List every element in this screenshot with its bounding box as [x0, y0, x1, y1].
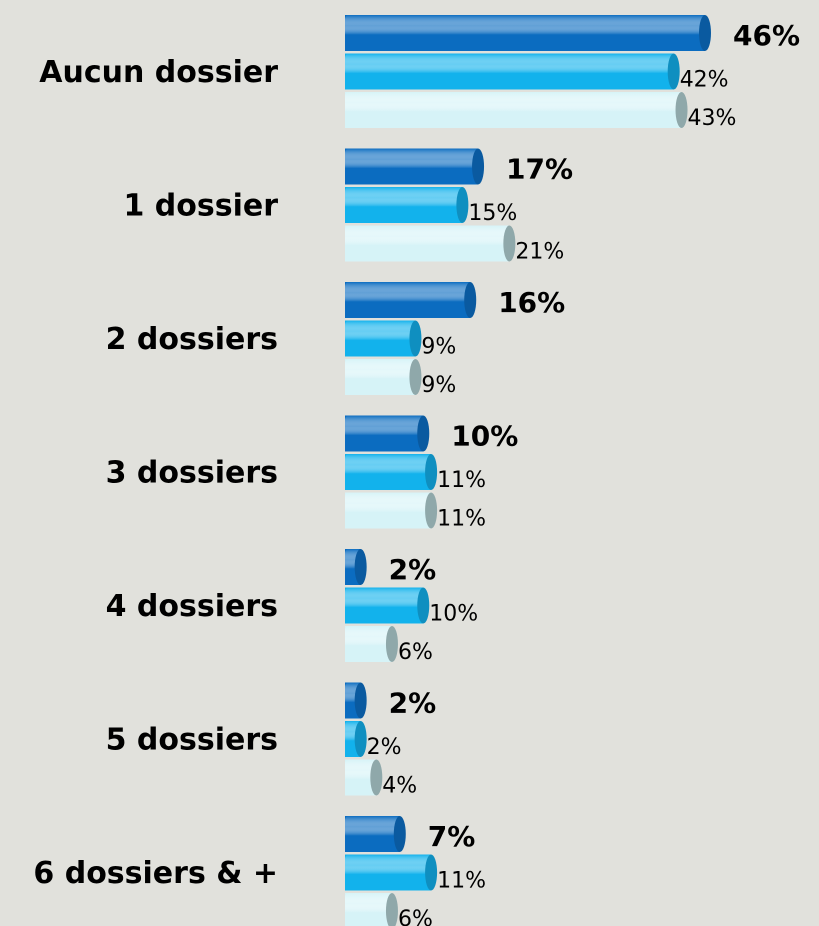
category-label: 4 dossiers: [106, 589, 278, 624]
bar: [345, 282, 471, 318]
category-label: 5 dossiers: [106, 723, 278, 758]
bar: [345, 415, 424, 452]
bar: [345, 454, 432, 490]
value-label: 10%: [451, 420, 518, 453]
value-label: 11%: [437, 869, 486, 894]
bar: [345, 225, 510, 262]
bar-cap: [354, 549, 367, 585]
bar: [345, 359, 416, 395]
value-label: 10%: [429, 602, 478, 627]
value-label: 7%: [428, 820, 476, 853]
bar-cap: [409, 359, 422, 395]
bar: [345, 148, 479, 185]
bar: [345, 893, 392, 926]
category-label: 6 dossiers & +: [33, 856, 278, 891]
bar-cap: [699, 15, 711, 51]
bar-cap: [456, 187, 469, 223]
bar-cap: [675, 92, 688, 128]
category-label: Aucun dossier: [39, 55, 278, 90]
bar: [345, 92, 682, 128]
value-label: 11%: [437, 507, 486, 532]
value-label: 2%: [389, 553, 437, 586]
bar-cap: [425, 492, 438, 529]
bar: [345, 53, 674, 90]
category-label: 1 dossier: [123, 189, 278, 224]
bar-cap: [464, 282, 477, 318]
category-label: 3 dossiers: [106, 456, 278, 491]
bar: [345, 492, 432, 529]
bar-cap: [385, 626, 398, 662]
value-label: 43%: [688, 106, 737, 131]
value-label: 15%: [468, 201, 517, 226]
bar: [345, 187, 463, 223]
value-label: 2%: [389, 687, 437, 720]
bar-cap: [393, 816, 406, 852]
bar: [345, 759, 377, 796]
value-label: 9%: [421, 335, 456, 360]
bar: [345, 15, 705, 51]
bar-cap: [417, 415, 430, 452]
bar-cap: [354, 682, 367, 719]
bar-cap: [385, 893, 398, 926]
bar-cap: [409, 320, 422, 357]
bar-cap: [417, 587, 430, 624]
bar: [345, 626, 392, 662]
value-label: 9%: [421, 373, 456, 398]
value-label: 42%: [680, 68, 729, 93]
value-label: 21%: [515, 240, 564, 265]
bar-cap: [667, 53, 680, 90]
value-label: 2%: [367, 735, 402, 760]
bar-cap: [354, 721, 367, 757]
bar-cap: [370, 759, 383, 796]
value-label: 11%: [437, 468, 486, 493]
bar-cap: [425, 854, 438, 891]
category-label: 2 dossiers: [106, 322, 278, 357]
bar-cap: [503, 225, 516, 262]
value-label: 6%: [398, 907, 433, 926]
bar-cap: [472, 148, 485, 185]
bar-cap: [425, 454, 438, 490]
value-label: 6%: [398, 640, 433, 665]
bar: [345, 854, 432, 891]
value-label: 17%: [506, 153, 573, 186]
value-label: 16%: [498, 286, 565, 319]
bar: [345, 587, 424, 624]
bar: [345, 816, 400, 852]
bar: [345, 320, 416, 357]
value-label: 4%: [382, 774, 417, 799]
value-label: 46%: [733, 19, 800, 52]
